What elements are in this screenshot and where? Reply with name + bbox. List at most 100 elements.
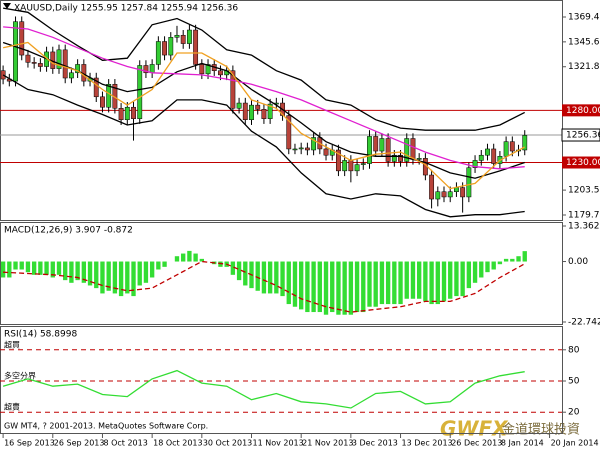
y-tick-label: -22.742: [568, 318, 600, 328]
price-box: [561, 128, 600, 142]
candle-body: [19, 21, 25, 56]
macd-bar: [19, 261, 24, 270]
level-label: 多空分界: [4, 371, 36, 381]
candle-body: [162, 41, 167, 56]
indicator-line: [3, 26, 525, 170]
x-tick-label: 26 Sep 2013: [54, 439, 105, 448]
y-tick-label: 20: [568, 408, 580, 418]
candle-body: [354, 164, 360, 172]
macd-bar: [354, 261, 360, 313]
macd-bar: [31, 261, 37, 275]
macd-bar: [100, 261, 105, 294]
candle-body: [106, 84, 112, 108]
macd-bar: [485, 261, 490, 273]
level-label: 1280.00: [566, 106, 600, 116]
panel-title: MACD(12,26,9) 3.907 -0.872: [4, 226, 133, 236]
candle-body: [385, 138, 391, 162]
macd-bar: [187, 250, 192, 262]
macd-bar: [131, 261, 136, 297]
candle-body: [31, 62, 37, 64]
candle-body: [292, 148, 298, 151]
x-tick-label: 30 Oct 2013: [203, 439, 252, 448]
candle-body: [398, 154, 403, 162]
x-tick-label: 26 Dec 2013: [451, 439, 502, 448]
candle-body: [261, 109, 267, 119]
level-label: 超賣: [4, 402, 20, 412]
candle-body: [174, 34, 180, 38]
macd-bar: [379, 261, 385, 305]
credits: GW MT4, ? 2001-2013. MetaQuotes Software…: [4, 422, 208, 431]
candle-body: [336, 149, 341, 172]
candle-body: [56, 49, 62, 69]
macd-bar: [472, 261, 478, 283]
macd-bar: [510, 258, 515, 262]
macd-bar: [348, 261, 354, 315]
candle-body: [230, 70, 236, 109]
macd-bar: [373, 261, 378, 307]
macd-bar: [385, 261, 391, 305]
macd-bar: [193, 253, 198, 262]
logo-name: 金道環球投資: [502, 422, 580, 438]
logo-brand: GWFX: [440, 417, 509, 441]
symbol-icon: [3, 3, 11, 9]
macd-bar: [479, 261, 484, 278]
y-tick-label: 13.362: [568, 222, 600, 232]
x-tick-label: 8 Oct 2013: [103, 439, 147, 448]
y-tick-label: 80: [568, 345, 580, 355]
price-label: 1256.36: [566, 131, 600, 141]
macd-bar: [87, 261, 93, 286]
macd-bar: [317, 261, 322, 313]
candle-body: [137, 65, 143, 119]
macd-bar: [137, 261, 142, 286]
candle-body: [13, 21, 18, 82]
macd-bar: [441, 261, 447, 302]
candle-body: [93, 77, 99, 98]
candle-body: [478, 154, 484, 161]
macd-bar: [435, 261, 440, 305]
candle-body: [391, 154, 397, 162]
candle-body: [131, 106, 136, 119]
macd-bar: [25, 261, 31, 273]
macd-bar: [454, 261, 459, 297]
candle-body: [242, 102, 248, 120]
macd-bar: [336, 261, 341, 315]
macd-bar: [69, 261, 74, 283]
macd-bar: [199, 258, 204, 262]
macd-bar: [243, 261, 248, 286]
macd-bar: [50, 261, 55, 278]
level-label: 超買: [4, 339, 20, 349]
candle-body: [460, 187, 466, 198]
candle-body: [75, 64, 81, 74]
x-tick-label: 13 Dec 2013: [402, 439, 453, 448]
level-box: [562, 104, 600, 117]
indicator-line: [2, 41, 526, 190]
macd-bar: [305, 261, 310, 313]
candle-body: [168, 37, 174, 56]
candle-body: [180, 34, 186, 44]
candle-body: [509, 141, 515, 152]
candle-body: [503, 141, 509, 157]
candle-body: [149, 64, 155, 74]
macd-bar: [429, 261, 434, 305]
macd-bar: [280, 261, 285, 297]
macd-bar: [7, 261, 12, 278]
candle-body: [404, 138, 410, 162]
candle-body: [100, 96, 105, 108]
level-box: [562, 156, 600, 169]
macd-bar: [156, 261, 161, 270]
candle-body: [249, 104, 254, 120]
candle-body: [435, 191, 441, 200]
macd-bar: [311, 261, 316, 313]
candle-body: [267, 103, 273, 119]
rsi-line: [2, 369, 525, 409]
y-tick-label: 1203.55: [568, 186, 600, 196]
candle-body: [298, 147, 304, 150]
macd-bar: [255, 261, 260, 291]
candle-body: [205, 64, 211, 75]
macd-bar: [63, 261, 68, 281]
y-tick-label: 1179.70: [568, 210, 600, 220]
candle-body: [472, 160, 478, 168]
macd-bar: [404, 261, 409, 299]
candle-body: [410, 138, 416, 160]
